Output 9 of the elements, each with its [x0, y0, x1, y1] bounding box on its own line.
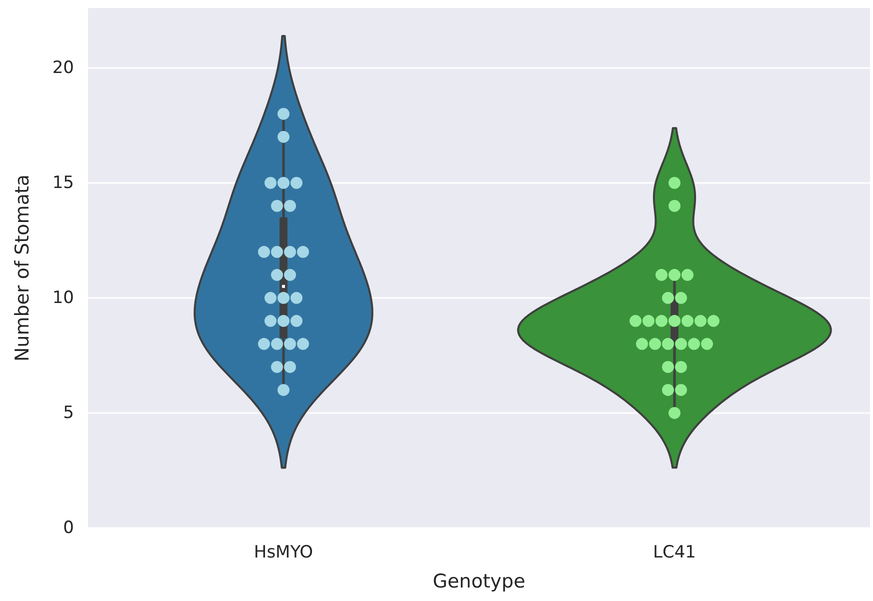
y-axis-title: Number of Stomata [12, 174, 34, 362]
x-tick-label: HsMYO [254, 542, 314, 562]
y-tick-label: 15 [52, 172, 74, 193]
y-tick-label: 10 [52, 288, 74, 308]
y-tick-label: 0 [63, 518, 74, 538]
x-axis-title: Genotype [432, 570, 526, 592]
y-tick-label: 5 [63, 402, 74, 423]
x-tick-label: LC41 [653, 542, 696, 562]
y-tick-label: 20 [52, 58, 74, 78]
